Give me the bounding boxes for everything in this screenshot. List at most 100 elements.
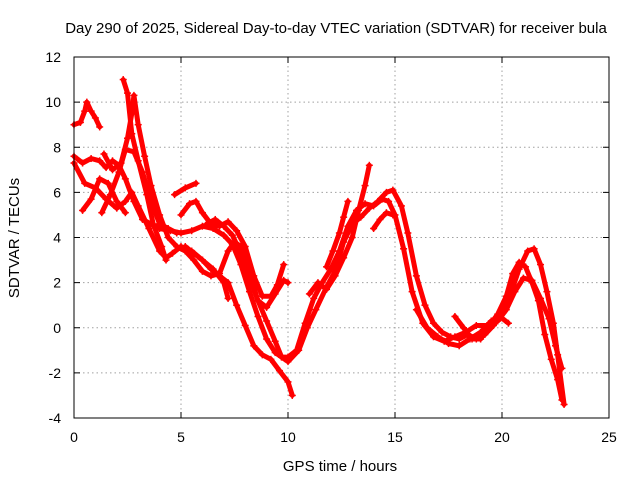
data-point <box>149 220 157 228</box>
data-point <box>198 256 206 264</box>
data-point <box>113 197 121 205</box>
data-point <box>263 335 271 343</box>
data-point <box>173 243 181 251</box>
data-point <box>361 182 369 190</box>
data-point <box>284 279 292 287</box>
data-point <box>121 197 129 205</box>
data-point <box>168 249 176 257</box>
data-point <box>181 243 189 251</box>
data-point <box>365 204 373 212</box>
data-point <box>295 346 303 354</box>
data-point <box>96 123 104 131</box>
data-point <box>130 148 138 156</box>
data-point <box>119 76 127 84</box>
data-point <box>134 121 142 129</box>
data-point <box>344 197 352 205</box>
data-point <box>100 150 108 158</box>
data-point <box>305 290 313 298</box>
data-point <box>241 243 249 251</box>
data-point <box>173 229 181 237</box>
series-s11 <box>181 243 296 399</box>
y-tick-label: 6 <box>53 184 61 200</box>
data-point <box>472 321 480 329</box>
data-point <box>124 89 131 97</box>
data-point <box>524 247 532 255</box>
data-point <box>106 191 114 199</box>
x-tick-label: 20 <box>494 429 510 445</box>
x-tick-label: 0 <box>70 429 78 445</box>
data-point <box>211 215 219 223</box>
y-tick-label: 10 <box>45 94 61 110</box>
data-point <box>263 317 271 325</box>
series-line <box>371 210 396 231</box>
data-point <box>91 114 99 122</box>
series-s14 <box>370 209 397 232</box>
data-point <box>130 91 138 99</box>
data-point <box>275 367 283 375</box>
series-s7 <box>98 146 181 237</box>
chart-title: Day 290 of 2025, Sidereal Day-to-day VTE… <box>65 20 607 37</box>
data-point <box>177 211 185 219</box>
data-point <box>224 247 232 255</box>
data-point <box>397 202 405 210</box>
data-point <box>233 227 241 235</box>
data-point <box>258 351 266 359</box>
data-point <box>340 254 348 262</box>
data-point <box>141 152 149 160</box>
axis-ticks: 0 5 10 15 20 25 -4 -2 0 2 4 6 8 10 12 <box>45 49 617 445</box>
data-point <box>509 270 517 278</box>
data-point <box>323 263 331 271</box>
data-point <box>515 258 523 266</box>
data-point <box>314 279 322 287</box>
data-point <box>355 206 363 214</box>
data-series <box>70 76 568 408</box>
data-point <box>278 353 286 361</box>
data-point <box>280 261 288 269</box>
series-s5 <box>119 76 170 264</box>
data-point <box>494 310 502 318</box>
data-point <box>250 342 258 350</box>
series-line <box>80 176 128 216</box>
data-point <box>543 288 551 296</box>
data-point <box>519 274 527 282</box>
data-point <box>528 279 536 287</box>
data-point <box>284 358 292 366</box>
data-point <box>207 272 215 280</box>
data-point <box>421 301 429 309</box>
series-line <box>120 77 169 263</box>
series-s12 <box>305 161 373 298</box>
series-line <box>99 147 180 236</box>
data-point <box>254 312 262 320</box>
data-point <box>83 98 91 106</box>
data-point <box>171 191 179 199</box>
data-point <box>522 263 530 271</box>
data-point <box>423 324 431 332</box>
data-point <box>198 267 206 275</box>
data-point <box>434 333 442 341</box>
data-point <box>412 272 420 280</box>
data-point <box>124 134 131 142</box>
data-point <box>502 292 510 300</box>
data-point <box>109 166 117 174</box>
data-point <box>216 272 224 280</box>
series-s1 <box>70 98 104 131</box>
series-s8 <box>171 179 200 199</box>
data-point <box>263 303 271 311</box>
data-point <box>192 179 200 187</box>
x-axis-label: GPS time / hours <box>283 458 397 475</box>
data-point <box>121 146 129 154</box>
data-point <box>451 312 459 320</box>
data-point <box>530 245 538 253</box>
y-tick-label: 0 <box>53 320 61 336</box>
data-point <box>348 234 356 241</box>
data-point <box>445 340 452 348</box>
data-point <box>158 243 166 251</box>
data-point <box>134 202 142 210</box>
data-point <box>389 186 397 194</box>
data-point <box>459 324 467 332</box>
series-line <box>182 244 295 398</box>
data-point <box>76 118 84 126</box>
data-point <box>164 224 172 232</box>
x-tick-label: 15 <box>387 429 403 445</box>
data-point <box>455 335 463 343</box>
